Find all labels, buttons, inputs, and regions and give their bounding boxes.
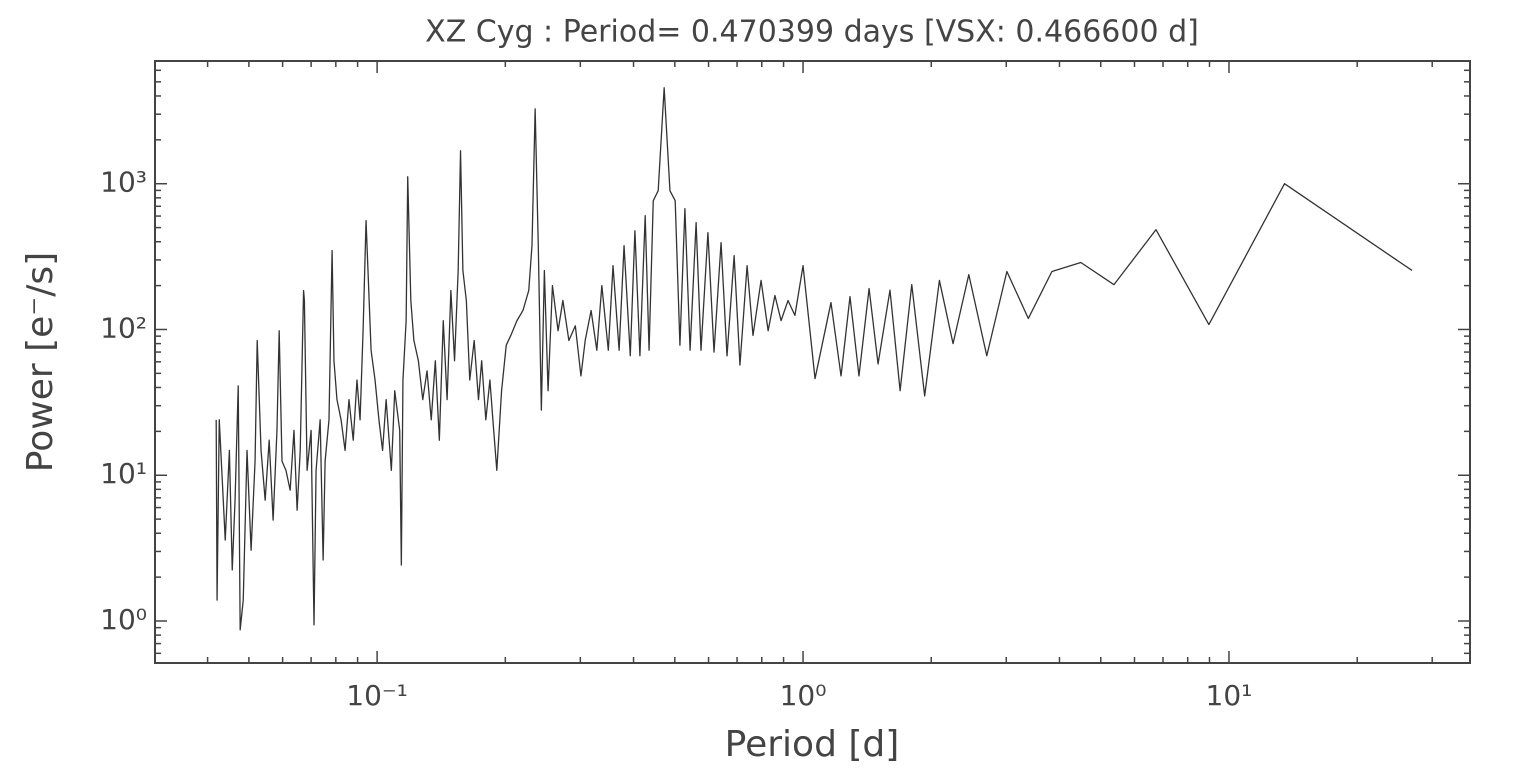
plot-frame xyxy=(154,60,1471,664)
y-tick-label: 10³ xyxy=(100,166,147,199)
x-tick-label: 10¹ xyxy=(1206,679,1253,712)
x-axis-label: Period [d] xyxy=(725,724,900,765)
y-tick-label: 10² xyxy=(100,311,147,344)
periodogram-line xyxy=(215,87,1413,631)
y-tick-label: 10¹ xyxy=(100,457,147,490)
y-axis-label: Power [e⁻/s] xyxy=(20,252,61,472)
x-tick-label: 10⁰ xyxy=(780,679,827,712)
chart-title: XZ Cyg : Period= 0.470399 days [VSX: 0.4… xyxy=(425,15,1199,50)
y-tick-label: 10⁰ xyxy=(100,603,147,636)
x-tick-label: 10⁻¹ xyxy=(346,679,408,712)
